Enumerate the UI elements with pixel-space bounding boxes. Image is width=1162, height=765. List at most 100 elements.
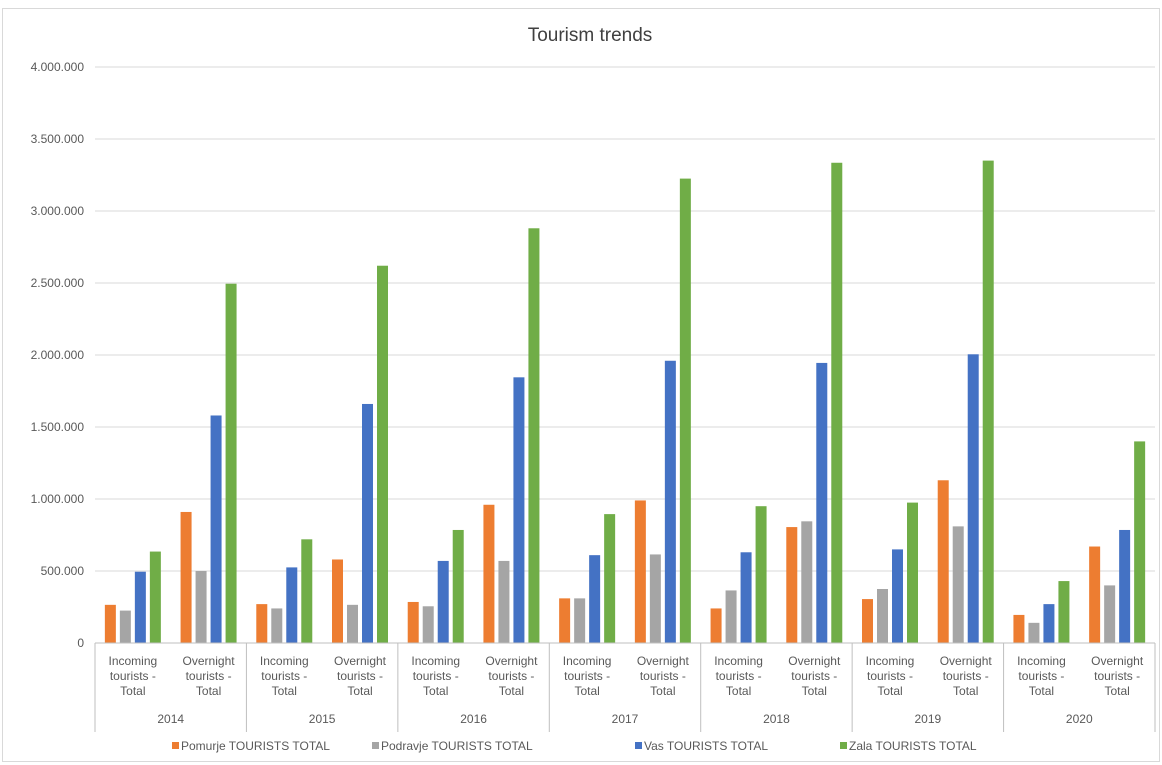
y-tick-label: 3.000.000 (31, 204, 85, 218)
y-tick-label: 4.000.000 (31, 60, 85, 74)
y-tick-label: 2.500.000 (31, 276, 85, 290)
bar-1 (104, 604, 116, 643)
bar-4 (604, 514, 616, 643)
bar-4 (452, 529, 464, 643)
bar-4 (1134, 441, 1146, 643)
x-category-label: tourists - (640, 669, 686, 683)
bar-2 (271, 608, 283, 643)
x-category-label: tourists - (186, 669, 232, 683)
y-tick-label: 0 (77, 636, 84, 650)
bar-2 (119, 610, 131, 643)
legend-label: Vas TOURISTS TOTAL (644, 739, 768, 753)
bars (104, 160, 1146, 643)
bar-4 (982, 160, 994, 643)
bar-4 (377, 265, 388, 643)
bar-2 (1104, 585, 1116, 643)
x-category-label: Total (877, 684, 902, 698)
bar-3 (816, 362, 828, 643)
bar-4 (1058, 581, 1070, 643)
bar-3 (740, 552, 752, 643)
x-category-label: Total (650, 684, 675, 698)
x-category-label: Overnight (485, 654, 538, 668)
bar-1 (256, 604, 268, 643)
bar-4 (301, 539, 313, 643)
x-category-label: tourists - (1094, 669, 1140, 683)
x-category-label: tourists - (261, 669, 307, 683)
y-tick-label: 3.500.000 (31, 132, 85, 146)
x-group-label: 2014 (157, 712, 184, 726)
bar-3 (1119, 529, 1131, 643)
x-category-label: Total (1029, 684, 1054, 698)
bar-1 (332, 559, 343, 643)
x-category-label: Overnight (183, 654, 236, 668)
x-category-label: Total (1104, 684, 1129, 698)
bar-4 (528, 228, 540, 643)
bar-4 (907, 502, 918, 643)
y-tick-label: 1.000.000 (31, 492, 85, 506)
x-category-label: Total (272, 684, 297, 698)
bar-3 (664, 360, 676, 643)
x-category-label: Total (196, 684, 221, 698)
bar-1 (180, 511, 192, 643)
bar-2 (1028, 622, 1040, 643)
bar-1 (559, 598, 571, 643)
bar-1 (1089, 546, 1101, 643)
bar-1 (1013, 614, 1025, 643)
bar-1 (407, 601, 419, 643)
x-category-label: Incoming (866, 654, 915, 668)
bar-2 (801, 521, 813, 643)
x-category-label: Incoming (411, 654, 460, 668)
bar-4 (831, 162, 843, 643)
bar-2 (574, 598, 586, 643)
y-tick-label: 2.000.000 (31, 348, 85, 362)
x-category-label: Total (347, 684, 372, 698)
x-category-label: Total (574, 684, 599, 698)
bar-3 (134, 571, 146, 643)
x-category-label: tourists - (791, 669, 837, 683)
bar-3 (286, 567, 298, 643)
x-category-label: tourists - (564, 669, 610, 683)
x-category-label: Total (499, 684, 524, 698)
legend-label: Pomurje TOURISTS TOTAL (181, 739, 330, 753)
x-category-label: tourists - (867, 669, 913, 683)
x-category-label: Overnight (334, 654, 387, 668)
bar-3 (589, 555, 601, 643)
chart-title: Tourism trends (528, 25, 653, 46)
bar-3 (362, 403, 373, 643)
y-tick-label: 1.500.000 (31, 420, 85, 434)
x-category-label: Total (423, 684, 448, 698)
x-category-label: Incoming (1017, 654, 1066, 668)
x-category-label: Overnight (1091, 654, 1144, 668)
x-group-label: 2016 (460, 712, 487, 726)
bar-3 (892, 549, 903, 643)
legend: Pomurje TOURISTS TOTAL Podravje TOURISTS … (172, 739, 977, 753)
bar-1 (862, 599, 873, 643)
x-category-label: tourists - (716, 669, 762, 683)
x-category-label: Incoming (260, 654, 309, 668)
x-category-label: Overnight (788, 654, 841, 668)
x-category-label: tourists - (1018, 669, 1064, 683)
x-group-label: 2017 (612, 712, 639, 726)
bar-2 (347, 604, 358, 643)
x-category-label: Incoming (714, 654, 763, 668)
x-category-label: Total (953, 684, 978, 698)
legend-swatch (172, 742, 179, 749)
bar-2 (422, 606, 434, 643)
bar-1 (937, 480, 949, 643)
bar-3 (437, 560, 449, 643)
bar-4 (755, 506, 767, 643)
bar-1 (710, 608, 722, 643)
bar-4 (225, 283, 237, 643)
x-category-label: tourists - (488, 669, 534, 683)
x-group-label: 2015 (309, 712, 336, 726)
y-tick-label: 500.000 (41, 564, 85, 578)
legend-swatch (840, 742, 847, 749)
bar-1 (786, 527, 798, 643)
x-group-label: 2019 (915, 712, 942, 726)
bar-1 (483, 504, 495, 643)
x-category-label: tourists - (337, 669, 383, 683)
x-category-label: Incoming (563, 654, 612, 668)
bar-3 (513, 377, 525, 643)
